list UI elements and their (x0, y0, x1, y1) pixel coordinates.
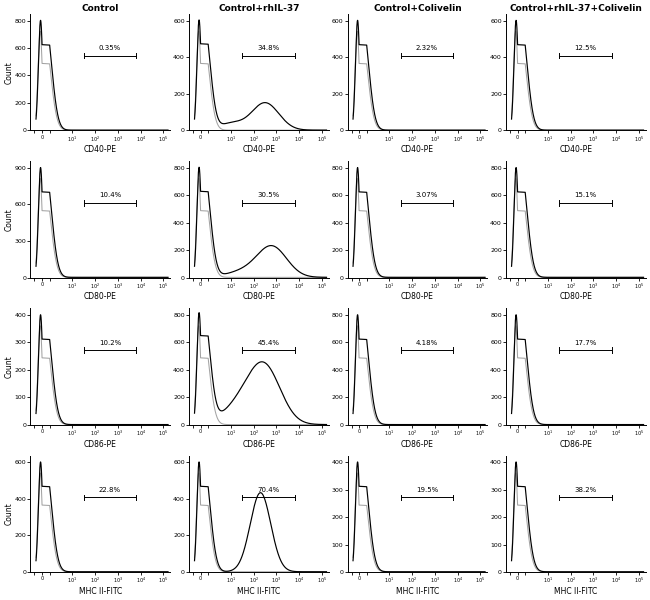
X-axis label: CD40-PE: CD40-PE (242, 145, 276, 154)
X-axis label: CD40-PE: CD40-PE (84, 145, 117, 154)
X-axis label: CD80-PE: CD80-PE (401, 292, 434, 301)
X-axis label: CD86-PE: CD86-PE (242, 440, 276, 449)
Title: Control+rhIL-37+Colivelin: Control+rhIL-37+Colivelin (510, 4, 642, 13)
Text: 2.32%: 2.32% (416, 45, 438, 51)
Y-axis label: Count: Count (4, 61, 13, 83)
X-axis label: MHC II-FITC: MHC II-FITC (79, 587, 122, 596)
Text: 15.1%: 15.1% (575, 193, 597, 199)
X-axis label: CD86-PE: CD86-PE (401, 440, 434, 449)
Text: 12.5%: 12.5% (575, 45, 597, 51)
X-axis label: CD80-PE: CD80-PE (242, 292, 276, 301)
Title: Control+rhIL-37: Control+rhIL-37 (218, 4, 300, 13)
Text: 70.4%: 70.4% (257, 487, 280, 493)
Text: 4.18%: 4.18% (416, 340, 438, 346)
X-axis label: MHC II-FITC: MHC II-FITC (237, 587, 281, 596)
Text: 0.35%: 0.35% (99, 45, 121, 51)
Title: Control: Control (82, 4, 119, 13)
X-axis label: CD80-PE: CD80-PE (560, 292, 592, 301)
Text: 17.7%: 17.7% (575, 340, 597, 346)
Title: Control+Colivelin: Control+Colivelin (373, 4, 462, 13)
X-axis label: CD80-PE: CD80-PE (84, 292, 117, 301)
Text: 19.5%: 19.5% (416, 487, 438, 493)
Text: 45.4%: 45.4% (257, 340, 280, 346)
X-axis label: CD40-PE: CD40-PE (560, 145, 592, 154)
X-axis label: MHC II-FITC: MHC II-FITC (554, 587, 597, 596)
Text: 3.07%: 3.07% (416, 193, 438, 199)
Text: 10.2%: 10.2% (99, 340, 121, 346)
Y-axis label: Count: Count (4, 502, 13, 525)
Text: 38.2%: 38.2% (575, 487, 597, 493)
Text: 34.8%: 34.8% (257, 45, 280, 51)
Y-axis label: Count: Count (4, 208, 13, 231)
X-axis label: CD86-PE: CD86-PE (560, 440, 592, 449)
X-axis label: MHC II-FITC: MHC II-FITC (396, 587, 439, 596)
X-axis label: CD86-PE: CD86-PE (84, 440, 117, 449)
Y-axis label: Count: Count (4, 355, 13, 378)
Text: 10.4%: 10.4% (99, 193, 121, 199)
X-axis label: CD40-PE: CD40-PE (401, 145, 434, 154)
Text: 22.8%: 22.8% (99, 487, 121, 493)
Text: 30.5%: 30.5% (257, 193, 280, 199)
